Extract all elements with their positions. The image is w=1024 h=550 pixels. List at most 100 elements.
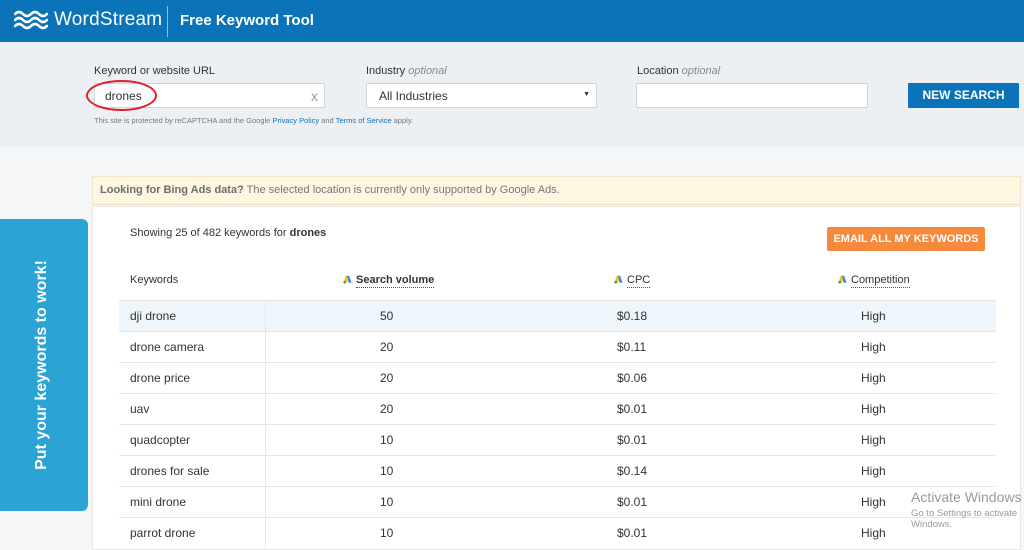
competition-cell: High xyxy=(861,464,886,478)
column-header-search-volume[interactable]: Search volume xyxy=(343,274,435,288)
competition-cell: High xyxy=(861,526,886,540)
volume-cell: 20 xyxy=(380,340,394,354)
location-label-text: Location xyxy=(637,65,679,77)
cpc-cell: $0.18 xyxy=(617,309,648,323)
recaptcha-suffix: apply. xyxy=(393,116,414,125)
watermark-line2: Go to Settings to activate Windows. xyxy=(911,508,1018,530)
watermark-line1: Activate Windows xyxy=(911,489,1022,505)
header-divider xyxy=(167,6,168,37)
cpc-cell: $0.06 xyxy=(617,371,648,385)
wave-logo-icon xyxy=(14,10,48,30)
industry-select-value: All Industries xyxy=(379,89,448,103)
keyword-cell: uav xyxy=(130,402,150,416)
keywords-promo-tab[interactable]: Put your keywords to work! xyxy=(0,219,88,511)
volume-cell: 10 xyxy=(380,433,394,447)
cpc-cell: $0.01 xyxy=(617,433,648,447)
cpc-cell: $0.01 xyxy=(617,402,648,416)
table-row[interactable]: drones for sale 10 $0.14 High xyxy=(119,455,996,486)
competition-cell: High xyxy=(861,340,886,354)
keyword-cell: drone price xyxy=(130,371,191,385)
keyword-cell: quadcopter xyxy=(130,433,191,447)
bing-notice-text: The selected location is currently only … xyxy=(246,184,560,196)
logo-text: WordStream xyxy=(54,9,163,30)
table-row[interactable]: dji drone 50 $0.18 High xyxy=(119,300,996,331)
bing-notice-title: Looking for Bing Ads data? xyxy=(100,184,244,196)
highlight-circle xyxy=(86,80,157,111)
volume-cell: 10 xyxy=(380,464,394,478)
cpc-cell: $0.14 xyxy=(617,464,648,478)
volume-cell: 10 xyxy=(380,526,394,540)
location-optional: optional xyxy=(681,65,721,77)
table-row[interactable]: quadcopter 10 $0.01 High xyxy=(119,424,996,455)
terms-of-service-link[interactable]: Terms of Service xyxy=(335,116,392,125)
cpc-cell: $0.01 xyxy=(617,495,648,509)
column-divider xyxy=(265,301,266,331)
results-summary-term: drones xyxy=(289,227,327,239)
results-card: Showing 25 of 482 keywords for drones EM… xyxy=(92,206,1021,550)
industry-label-text: Industry xyxy=(366,65,406,77)
column-header-cpc[interactable]: CPC xyxy=(614,274,651,288)
column-divider xyxy=(265,332,266,362)
recaptcha-and: and xyxy=(321,116,334,125)
column-divider xyxy=(265,425,266,455)
location-label: Location optional xyxy=(637,65,720,77)
column-header-keywords[interactable]: Keywords xyxy=(130,274,179,286)
activate-windows-watermark: Activate Windows Go to Settings to activ… xyxy=(911,489,1024,530)
industry-select[interactable]: All Industries ▼ xyxy=(366,83,597,108)
google-ads-icon xyxy=(343,275,352,284)
search-panel: Keyword or website URL drones x Industry… xyxy=(0,42,1024,147)
keyword-cell: mini drone xyxy=(130,495,187,509)
competition-cell: High xyxy=(861,402,886,416)
column-divider xyxy=(265,518,266,548)
dropdown-arrow-icon: ▼ xyxy=(583,91,590,98)
industry-optional: optional xyxy=(408,65,447,77)
competition-label: Competition xyxy=(851,274,910,288)
table-row[interactable]: drone camera 20 $0.11 High xyxy=(119,331,996,362)
competition-cell: High xyxy=(861,371,886,385)
volume-cell: 50 xyxy=(380,309,394,323)
keyword-cell: drone camera xyxy=(130,340,205,354)
recaptcha-prefix: This site is protected by reCAPTCHA and … xyxy=(94,116,271,125)
results-table: dji drone 50 $0.18 High drone camera 20 … xyxy=(119,300,996,548)
industry-label: Industry optional xyxy=(366,65,447,77)
google-ads-icon xyxy=(614,275,623,284)
email-keywords-button[interactable]: EMAIL ALL MY KEYWORDS xyxy=(827,227,985,251)
results-summary-text: Showing 25 of 482 keywords for xyxy=(130,227,287,239)
location-input[interactable] xyxy=(636,83,868,108)
recaptcha-notice: This site is protected by reCAPTCHA and … xyxy=(94,116,413,125)
wordstream-logo[interactable]: WordStream xyxy=(14,7,162,33)
competition-cell: High xyxy=(861,309,886,323)
keyword-label: Keyword or website URL xyxy=(94,65,216,77)
keyword-cell: parrot drone xyxy=(130,526,196,540)
table-row[interactable]: mini drone 10 $0.01 High xyxy=(119,486,996,517)
cpc-cell: $0.01 xyxy=(617,526,648,540)
results-area: Looking for Bing Ads data? The selected … xyxy=(0,147,1024,550)
cpc-cell: $0.11 xyxy=(617,340,647,354)
volume-cell: 10 xyxy=(380,495,394,509)
volume-cell: 20 xyxy=(380,371,394,385)
table-row[interactable]: uav 20 $0.01 High xyxy=(119,393,996,424)
search-volume-label: Search volume xyxy=(356,274,435,288)
clear-icon[interactable]: x xyxy=(311,88,318,104)
column-divider xyxy=(265,456,266,486)
column-divider xyxy=(265,363,266,393)
bing-notice: Looking for Bing Ads data? The selected … xyxy=(92,176,1021,205)
results-summary: Showing 25 of 482 keywords for drones xyxy=(130,227,326,239)
promo-text: Put your keywords to work! xyxy=(33,260,50,470)
tool-title: Free Keyword Tool xyxy=(180,12,314,29)
table-row[interactable]: parrot drone 10 $0.01 High xyxy=(119,517,996,548)
volume-cell: 20 xyxy=(380,402,394,416)
privacy-policy-link[interactable]: Privacy Policy xyxy=(272,116,320,125)
keyword-cell: drones for sale xyxy=(130,464,210,478)
new-search-button[interactable]: NEW SEARCH xyxy=(908,83,1019,108)
cpc-label: CPC xyxy=(627,274,651,288)
table-row[interactable]: drone price 20 $0.06 High xyxy=(119,362,996,393)
column-divider xyxy=(265,487,266,517)
column-header-competition[interactable]: Competition xyxy=(838,274,910,288)
competition-cell: High xyxy=(861,433,886,447)
top-navbar: WordStream Free Keyword Tool xyxy=(0,0,1024,42)
keyword-cell: dji drone xyxy=(130,309,177,323)
google-ads-icon xyxy=(838,275,847,284)
competition-cell: High xyxy=(861,495,886,509)
column-divider xyxy=(265,394,266,424)
